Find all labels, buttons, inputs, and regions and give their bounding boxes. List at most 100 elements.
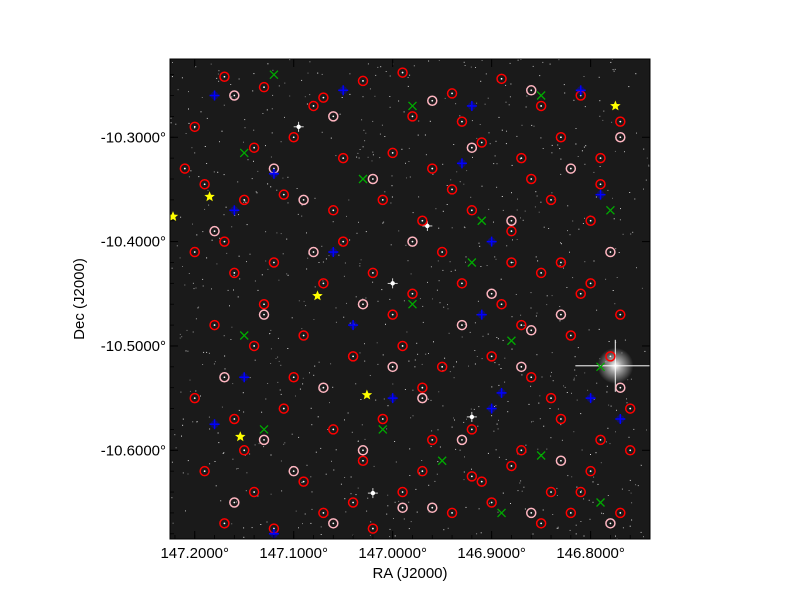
catalog-circle-marker	[466, 471, 478, 482]
catalog-circle-marker	[238, 194, 250, 206]
catalog-circle-marker	[229, 90, 240, 101]
source-dot	[619, 512, 622, 514]
catalog-star-marker	[361, 389, 373, 400]
catalog-circle-marker	[427, 163, 438, 174]
bright-star	[387, 278, 398, 289]
catalog-circle-marker	[516, 319, 527, 331]
catalog-x-marker	[269, 70, 279, 80]
source-dot	[243, 198, 246, 201]
source-dot	[510, 465, 513, 467]
source-dot	[569, 512, 572, 514]
catalog-circle-marker	[525, 325, 537, 336]
source-dot	[292, 376, 295, 379]
catalog-circle-marker	[367, 173, 379, 185]
source-dot	[589, 282, 592, 285]
source-dot	[391, 152, 394, 154]
catalog-circle-marker	[476, 137, 488, 148]
source-dot	[431, 438, 434, 441]
catalog-circle-marker	[545, 486, 557, 498]
catalog-x-marker	[358, 174, 368, 184]
catalog-plus-marker	[209, 90, 220, 101]
source-dot	[599, 438, 602, 441]
catalog-plus-marker	[456, 158, 467, 169]
sky-image-background	[170, 59, 650, 539]
source-dot	[401, 491, 404, 493]
catalog-circle-marker	[466, 424, 478, 435]
source-dot	[550, 198, 552, 201]
bright-star	[466, 411, 477, 422]
catalog-circle-marker	[387, 309, 398, 320]
source-dot	[579, 491, 582, 493]
source-dot	[322, 512, 325, 514]
source-dot	[342, 157, 345, 160]
source-dot	[223, 522, 226, 525]
source-dot	[332, 209, 335, 212]
source-dot	[520, 449, 523, 452]
catalog-circle-marker	[535, 267, 547, 279]
catalog-circle-marker	[258, 298, 270, 310]
catalog-circle-marker	[535, 518, 547, 529]
source-dot	[391, 365, 394, 368]
catalog-circle-marker	[199, 465, 210, 477]
catalog-plus-marker	[496, 387, 507, 398]
source-dot	[540, 105, 543, 107]
source-dot	[510, 230, 513, 233]
catalog-plus-marker	[486, 236, 497, 247]
source-dot	[520, 157, 523, 160]
catalog-circle-marker	[535, 100, 547, 112]
source-dot	[233, 94, 236, 97]
catalog-circle-marker	[357, 445, 369, 456]
source-dot	[213, 324, 216, 326]
source-dot	[560, 418, 562, 420]
catalog-circle-marker	[615, 382, 626, 393]
catalog-circle-marker	[496, 298, 507, 310]
source-dot	[401, 71, 404, 74]
source-dot	[490, 501, 493, 504]
source-dot	[352, 355, 354, 358]
source-dot	[540, 522, 543, 525]
catalog-x-marker	[378, 424, 388, 434]
catalog-circle-marker	[248, 486, 260, 498]
catalog-circle-marker	[258, 309, 270, 320]
source-dot	[441, 251, 444, 253]
catalog-circle-marker	[496, 73, 507, 85]
source-dot	[550, 491, 552, 493]
catalog-circle-marker	[357, 298, 369, 310]
catalog-circle-marker	[615, 132, 626, 143]
catalog-x-marker	[437, 456, 447, 466]
source-dot	[560, 136, 562, 139]
source-dot	[470, 146, 473, 149]
catalog-star-marker	[235, 431, 246, 442]
source-dot	[510, 261, 513, 264]
source-dot	[322, 282, 325, 285]
catalog-circle-marker	[258, 434, 270, 446]
source-dot	[619, 136, 622, 139]
catalog-circle-marker	[605, 518, 616, 529]
source-dot	[253, 345, 256, 347]
catalog-circle-marker	[585, 278, 596, 289]
source-dot	[223, 376, 226, 379]
source-dot	[461, 324, 463, 326]
x-axis-label: RA (J2000)	[372, 565, 447, 582]
catalog-circle-marker	[565, 163, 577, 174]
catalog-circle-marker	[506, 225, 517, 237]
catalog-circle-marker	[288, 465, 299, 477]
catalog-circle-marker	[595, 152, 606, 164]
source-dot	[560, 459, 562, 462]
source-dot	[510, 219, 513, 222]
source-dot	[292, 136, 295, 139]
catalog-circle-marker	[328, 424, 339, 435]
catalog-circle-marker	[407, 111, 418, 122]
source-dot	[332, 428, 335, 431]
x-tick-label: 147.1000°	[259, 545, 328, 562]
catalog-plus-marker	[229, 205, 240, 216]
catalog-x-marker	[467, 258, 477, 267]
source-dot	[193, 251, 196, 253]
source-dot	[470, 428, 473, 431]
source-dot	[233, 272, 236, 274]
source-dot	[569, 167, 572, 170]
catalog-circle-marker	[486, 288, 497, 300]
catalog-x-marker	[408, 299, 417, 309]
source-dot	[282, 193, 285, 196]
source-dot	[362, 459, 364, 462]
